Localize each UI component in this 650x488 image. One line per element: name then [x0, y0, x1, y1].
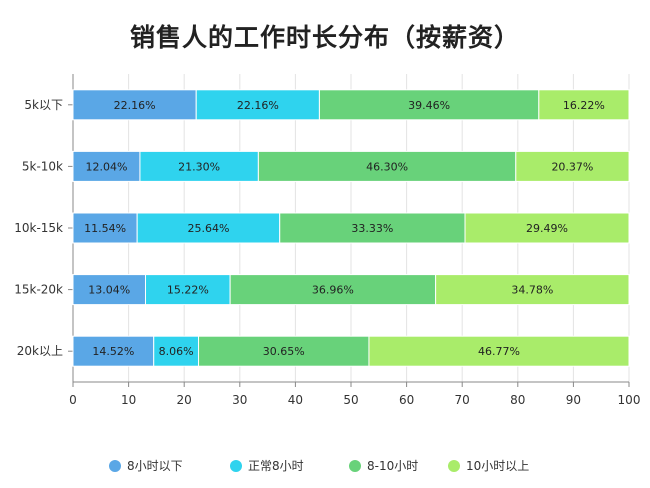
legend-marker [230, 460, 242, 472]
legend-label: 正常8小时 [248, 459, 304, 473]
data-label: 22.16% [237, 99, 279, 112]
bar-segment [145, 274, 231, 306]
y-tick-label: 15k-20k [14, 283, 63, 297]
data-label: 36.96% [312, 284, 354, 297]
data-label: 8.06% [159, 345, 194, 358]
bar-segment [515, 150, 630, 182]
bar-segment [72, 150, 141, 182]
bar-segment [136, 212, 281, 244]
legend-label: 8-10小时 [367, 459, 418, 473]
data-label: 33.33% [351, 222, 393, 235]
data-label: 46.77% [478, 345, 520, 358]
legend-label: 8小时以下 [127, 459, 183, 473]
axes: 0 10 20 30 40 50 60 70 80 90 100 5k以下 5k-10k 10k-15k 1… [14, 74, 640, 407]
bar-segment [368, 335, 630, 367]
x-tick-label: 20 [177, 393, 192, 407]
data-label: 21.30% [178, 160, 220, 173]
data-label: 39.46% [408, 99, 450, 112]
bar-segment [139, 150, 259, 182]
bar-segment [72, 89, 197, 121]
legend-marker [448, 460, 460, 472]
y-tick-label: 20k以上 [17, 344, 63, 358]
x-tick-label: 40 [288, 393, 303, 407]
x-tick-label: 50 [343, 393, 358, 407]
data-label: 46.30% [366, 160, 408, 173]
y-tick-label: 10k-15k [14, 221, 63, 235]
chart-title: 销售人的工作时长分布（按薪资） [129, 23, 520, 52]
x-tick-label: 70 [455, 393, 470, 407]
data-label: 30.65% [263, 345, 305, 358]
bar-segment [538, 89, 630, 121]
data-label: 22.16% [114, 99, 156, 112]
bar-segment [72, 212, 138, 244]
data-label: 34.78% [511, 284, 553, 297]
data-label: 29.49% [526, 222, 568, 235]
bar-segment [257, 150, 517, 182]
data-label: 11.54% [84, 222, 126, 235]
data-label: 12.04% [85, 160, 127, 173]
legend-marker [349, 460, 361, 472]
bar-segment [464, 212, 630, 244]
x-tick-label: 90 [566, 393, 581, 407]
data-label: 14.52% [92, 345, 134, 358]
x-tick-label: 60 [399, 393, 414, 407]
bar-segment [153, 335, 200, 367]
bar-segment [318, 89, 540, 121]
legend-label: 10小时以上 [466, 459, 529, 473]
legend: 8小时以下 正常8小时 8-10小时 10小时以上 [109, 459, 529, 473]
data-labels: 22.16% 22.16% 39.46% 16.22% 12.04% 21.30% 46.3… [84, 99, 605, 358]
data-label: 16.22% [563, 99, 605, 112]
bar-segment [229, 274, 437, 306]
legend-marker [109, 460, 121, 472]
bar-segment [435, 274, 630, 306]
data-label: 20.37% [551, 160, 593, 173]
data-label: 13.04% [88, 284, 130, 297]
x-tick-label: 10 [121, 393, 136, 407]
bars [72, 89, 630, 367]
data-label: 25.64% [187, 222, 229, 235]
x-tick-label: 0 [69, 393, 77, 407]
x-tick-label: 80 [510, 393, 525, 407]
y-tick-label: 5k以下 [24, 98, 63, 112]
x-tick-label: 100 [618, 393, 641, 407]
data-label: 15.22% [167, 284, 209, 297]
y-tick-label: 5k-10k [22, 159, 63, 173]
x-tick-label: 30 [232, 393, 247, 407]
